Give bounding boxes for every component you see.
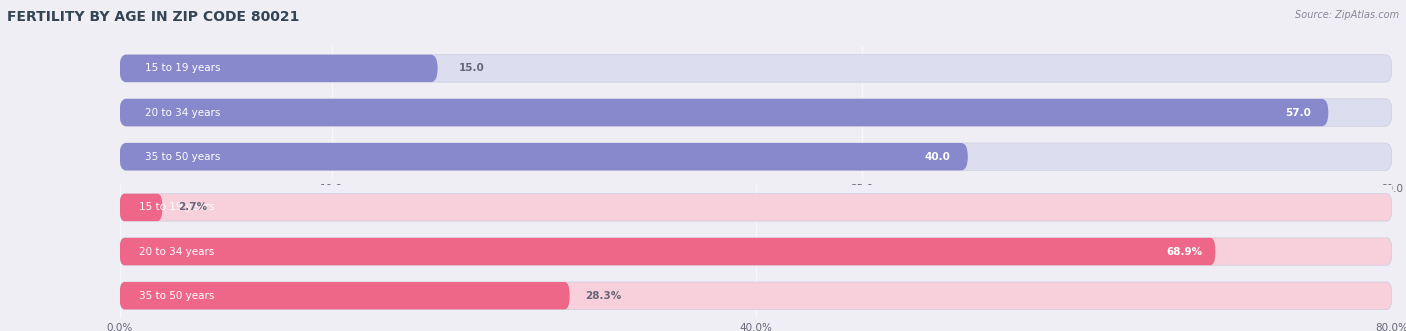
Text: 35 to 50 years: 35 to 50 years xyxy=(145,152,221,162)
Text: Source: ZipAtlas.com: Source: ZipAtlas.com xyxy=(1295,10,1399,20)
Text: 2.7%: 2.7% xyxy=(179,203,208,213)
Text: 15.0: 15.0 xyxy=(458,64,485,73)
FancyBboxPatch shape xyxy=(120,238,1215,265)
Text: 68.9%: 68.9% xyxy=(1167,247,1202,257)
FancyBboxPatch shape xyxy=(120,143,1392,170)
FancyBboxPatch shape xyxy=(120,99,1329,126)
Text: 35 to 50 years: 35 to 50 years xyxy=(139,291,214,301)
FancyBboxPatch shape xyxy=(120,194,163,221)
FancyBboxPatch shape xyxy=(120,55,1392,82)
FancyBboxPatch shape xyxy=(120,194,1392,221)
Text: 20 to 34 years: 20 to 34 years xyxy=(139,247,214,257)
FancyBboxPatch shape xyxy=(120,238,1392,265)
Text: 15 to 19 years: 15 to 19 years xyxy=(139,203,214,213)
Text: 15 to 19 years: 15 to 19 years xyxy=(145,64,221,73)
Text: 20 to 34 years: 20 to 34 years xyxy=(145,108,221,118)
FancyBboxPatch shape xyxy=(120,99,1392,126)
Text: 57.0: 57.0 xyxy=(1285,108,1312,118)
FancyBboxPatch shape xyxy=(120,143,967,170)
FancyBboxPatch shape xyxy=(120,55,437,82)
Text: 40.0: 40.0 xyxy=(925,152,950,162)
FancyBboxPatch shape xyxy=(120,282,1392,309)
FancyBboxPatch shape xyxy=(120,282,569,309)
Text: FERTILITY BY AGE IN ZIP CODE 80021: FERTILITY BY AGE IN ZIP CODE 80021 xyxy=(7,10,299,24)
Text: 28.3%: 28.3% xyxy=(585,291,621,301)
